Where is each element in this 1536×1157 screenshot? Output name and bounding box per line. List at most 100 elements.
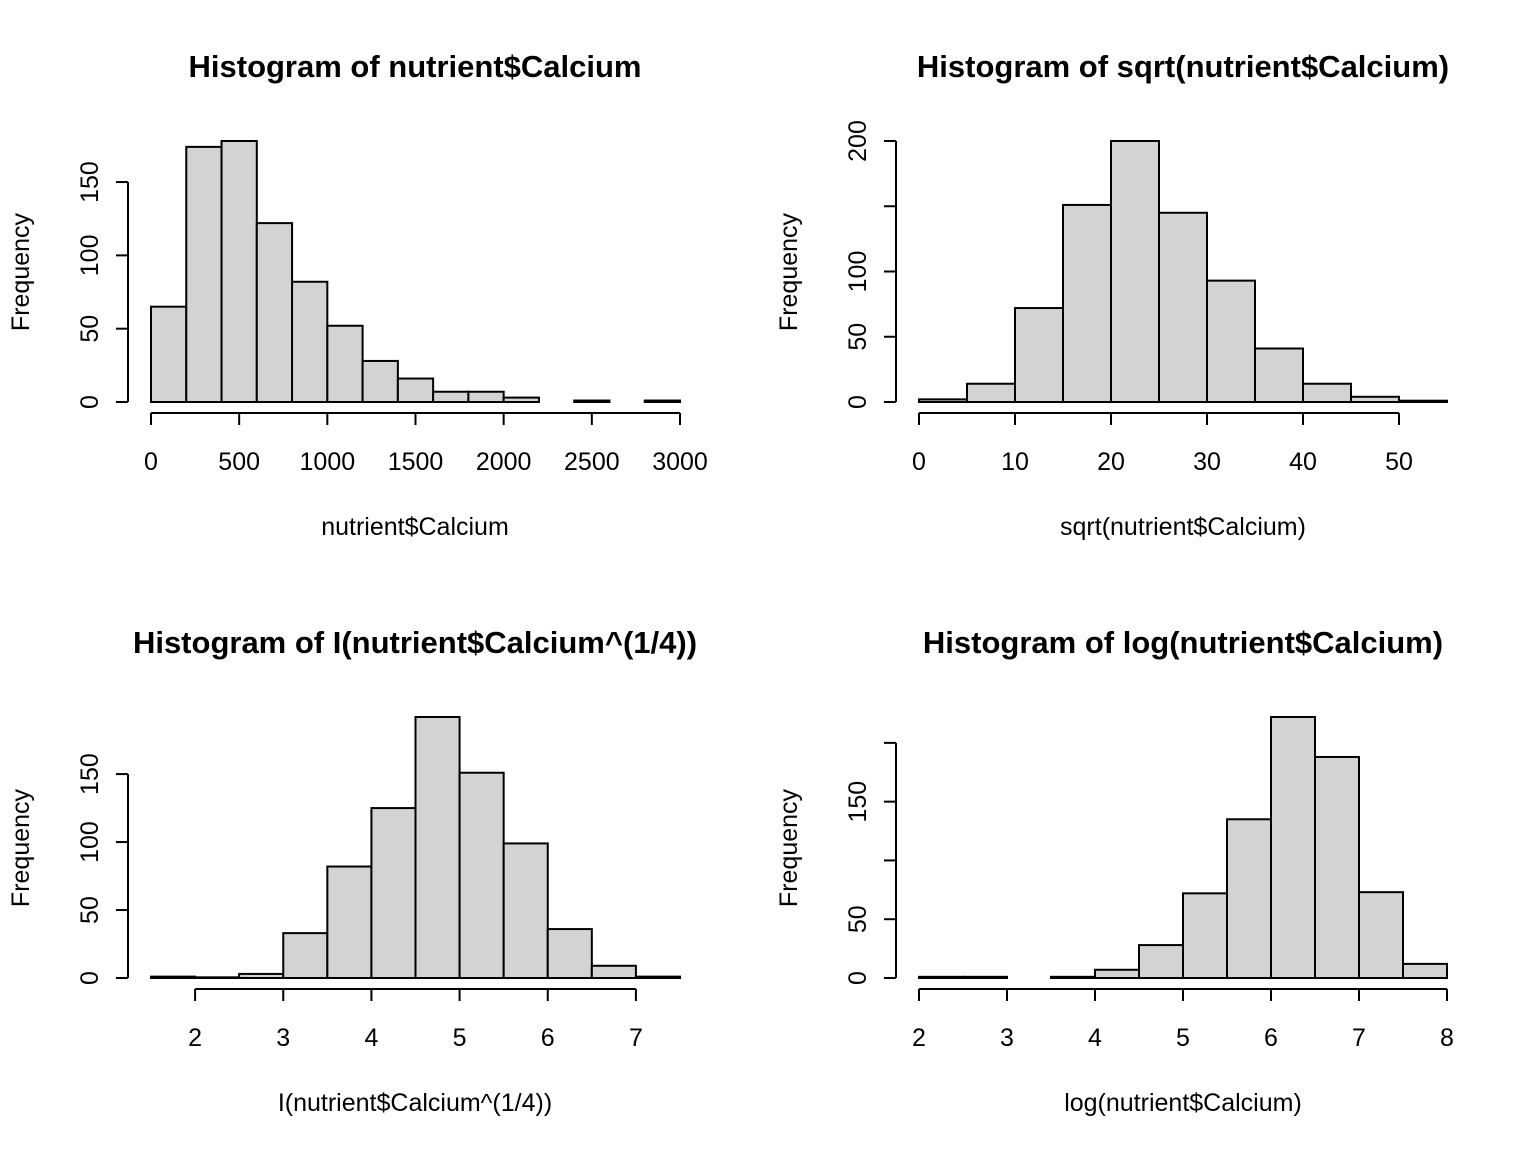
x-tick-label: 5: [453, 1024, 467, 1052]
x-tick-label: 1000: [300, 448, 356, 476]
histogram-bar: [1094, 968, 1140, 979]
histogram-bar: [396, 377, 435, 404]
y-axis-label: Frequency: [775, 788, 803, 907]
histogram-bar: [185, 145, 223, 403]
y-axis: 0 50 150: [844, 741, 897, 985]
y-axis: 0 50 100 200: [844, 120, 897, 409]
bars: [150, 716, 682, 979]
x-axis: 0 500 1000 1500 2000 2500 3000: [144, 412, 708, 476]
x-tick-label: 7: [629, 1024, 643, 1052]
bars: [918, 140, 1448, 404]
x-axis: 2 3 4 5 6 7 8: [912, 988, 1454, 1052]
histogram-bar: [502, 396, 540, 404]
histogram-bar: [966, 382, 1016, 404]
x-tick-label: 2500: [564, 448, 620, 476]
x-tick-label: 50: [1385, 448, 1413, 476]
histogram-bar: [918, 975, 964, 980]
x-tick-label: 4: [364, 1024, 378, 1052]
y-tick-label: 50: [76, 896, 104, 924]
histogram-bar: [1254, 347, 1304, 403]
y-axis: 0 50 100 150: [76, 753, 129, 985]
histogram-bar: [918, 398, 968, 404]
x-tick-label: 2000: [476, 448, 532, 476]
histogram-bar: [1110, 140, 1160, 403]
histogram-bar: [432, 390, 470, 404]
histogram-bar: [1158, 211, 1208, 403]
y-axis-label: Frequency: [7, 212, 35, 331]
y-tick-label: 50: [844, 323, 872, 351]
x-tick-label: 10: [1001, 448, 1029, 476]
histogram-bar: [282, 932, 329, 979]
y-tick-label: 0: [76, 395, 104, 409]
histogram-bar: [634, 975, 682, 979]
y-axis: 0 50 100 150: [76, 161, 129, 409]
x-tick-label: 3000: [652, 448, 708, 476]
histogram-bar: [1014, 307, 1064, 404]
chart-title: Histogram of log(nutrient$Calcium): [923, 625, 1443, 660]
panel-sqrt-calcium: Histogram of sqrt(nutrient$Calcium) sqrt…: [775, 49, 1449, 541]
chart-title: Histogram of sqrt(nutrient$Calcium): [917, 49, 1449, 84]
histogram-bar: [150, 305, 188, 403]
x-axis: 0 10 20 30 40 50: [912, 412, 1413, 476]
y-tick-label: 100: [76, 235, 104, 277]
x-tick-label: 7: [1352, 1024, 1366, 1052]
panel-fourth-root-calcium: Histogram of I(nutrient$Calcium^(1/4)) I…: [7, 625, 697, 1117]
histogram-bar: [1314, 755, 1360, 979]
histogram-bar: [326, 324, 364, 403]
histogram-bar: [1270, 716, 1316, 979]
histogram-bar: [1402, 962, 1448, 980]
histogram-bar: [1358, 891, 1404, 979]
y-tick-label: 150: [844, 781, 872, 823]
x-axis-label: sqrt(nutrient$Calcium): [1060, 513, 1306, 541]
panel-calcium: Histogram of nutrient$Calcium nutrient$C…: [7, 49, 708, 541]
y-tick-label: 0: [76, 971, 104, 985]
y-tick-label: 0: [844, 971, 872, 985]
x-tick-label: 40: [1289, 448, 1317, 476]
y-tick-label: 50: [76, 315, 104, 343]
x-tick-label: 2: [912, 1024, 926, 1052]
y-tick-label: 0: [844, 395, 872, 409]
x-tick-label: 3: [1000, 1024, 1014, 1052]
bars: [150, 140, 682, 404]
x-axis: 2 3 4 5 6 7: [188, 988, 643, 1052]
histogram-bar: [414, 716, 461, 979]
x-tick-label: 1500: [388, 448, 444, 476]
histogram-bar: [361, 359, 399, 403]
y-tick-label: 50: [844, 905, 872, 933]
x-tick-label: 3: [276, 1024, 290, 1052]
y-tick-label: 100: [76, 821, 104, 863]
x-tick-label: 4: [1088, 1024, 1102, 1052]
histogram-bar: [458, 771, 505, 979]
histogram-bar: [467, 390, 505, 404]
y-tick-label: 150: [76, 161, 104, 203]
x-axis-label: log(nutrient$Calcium): [1064, 1089, 1302, 1117]
x-axis-label: I(nutrient$Calcium^(1/4)): [278, 1089, 552, 1117]
y-tick-label: 200: [844, 120, 872, 162]
x-tick-label: 6: [1264, 1024, 1278, 1052]
histogram-bar: [238, 972, 285, 979]
bars: [918, 716, 1448, 980]
chart-title: Histogram of nutrient$Calcium: [189, 49, 642, 84]
y-axis-label: Frequency: [7, 788, 35, 907]
y-tick-label: 150: [76, 753, 104, 795]
x-tick-label: 20: [1097, 448, 1125, 476]
x-tick-label: 8: [1440, 1024, 1454, 1052]
x-tick-label: 500: [218, 448, 260, 476]
histogram-bar: [1302, 382, 1352, 404]
histogram-bar: [1350, 395, 1400, 403]
histogram-bar: [1062, 203, 1112, 403]
x-tick-label: 2: [188, 1024, 202, 1052]
x-axis-label: nutrient$Calcium: [321, 513, 509, 541]
histogram-bar: [291, 280, 329, 403]
y-tick-label: 100: [844, 251, 872, 293]
histogram-bar: [194, 976, 241, 979]
histogram-bar: [326, 865, 373, 979]
histogram-bar: [1050, 975, 1096, 980]
histogram-bar: [1182, 892, 1228, 980]
histogram-bar: [643, 399, 682, 404]
chart-title: Histogram of I(nutrient$Calcium^(1/4)): [133, 625, 697, 660]
histogram-bar: [573, 399, 611, 404]
histogram-bar: [255, 222, 294, 403]
